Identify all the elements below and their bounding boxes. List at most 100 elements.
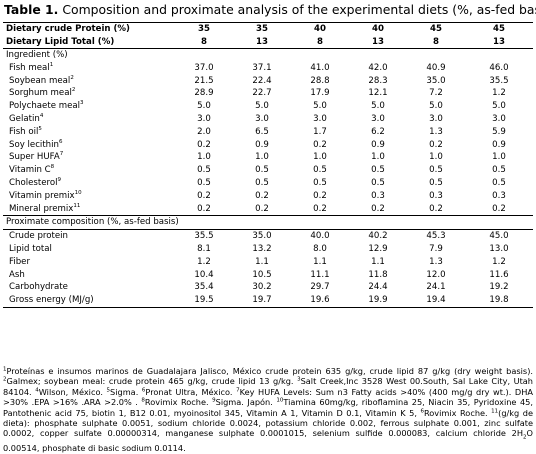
- table-row: Carbohydrate 35.4 30.2 29.7 24.4 24.1 19.2: [3, 281, 533, 294]
- table-cell: 45.3: [426, 231, 446, 242]
- table-cell: 28.9: [194, 88, 214, 99]
- footnote-marker: 2: [3, 376, 7, 383]
- table-cell: 1.0: [371, 152, 385, 163]
- table-row: Soybean meal2 21.5 22.4 28.8 28.3 35.0 35.5: [3, 75, 533, 88]
- table-cell: 5.9: [492, 126, 506, 137]
- footnote-item: Key HUFA Levels: Sum n3 Fatty acids >40%…: [3, 386, 533, 408]
- row-name: Mineral premix: [9, 203, 74, 214]
- table-cell: 0.5: [371, 177, 385, 188]
- table-cell: 0.2: [255, 203, 269, 214]
- header-cell: 13: [465, 35, 533, 49]
- table-row: Polychaete meal3 5.0 5.0 5.0 5.0 5.0 5.0: [3, 100, 533, 113]
- table-cell: 3.0: [197, 113, 211, 124]
- header-cell: 13: [233, 35, 291, 49]
- footnote-marker: 2: [71, 87, 76, 94]
- table-cell: 22.7: [252, 88, 272, 99]
- table-cell: 0.2: [313, 203, 327, 214]
- table-cell: 1.2: [492, 88, 506, 99]
- row-label: Ash: [3, 269, 175, 282]
- table-cell: 10.4: [194, 269, 214, 280]
- table-cell: 0.2: [197, 139, 211, 150]
- table-row: Gelatin4 3.0 3.0 3.0 3.0 3.0 3.0: [3, 113, 533, 126]
- table-footnotes: 1Proteínas e insumos marinos de Guadalaj…: [3, 366, 533, 454]
- header-cell: 35: [233, 22, 291, 36]
- table-cell: 19.2: [489, 282, 509, 293]
- row-label: Lipid total: [3, 243, 175, 256]
- table-title: Composition and proximate analysis of th…: [62, 2, 536, 17]
- table-cell: 0.5: [255, 165, 269, 176]
- table-cell: 0.2: [197, 190, 211, 201]
- row-label: Vitamin premix10: [3, 190, 175, 203]
- header-cell: 40: [349, 22, 407, 36]
- table-cell: 5.0: [492, 101, 506, 112]
- table-cell: 40.9: [426, 62, 446, 73]
- table-cell: 19.8: [465, 294, 533, 308]
- table-cell: 35.0: [252, 231, 272, 242]
- table-cell: 3.0: [371, 113, 385, 124]
- table-row: Fish oil5 2.0 6.5 1.7 6.2 1.3 5.9: [3, 126, 533, 139]
- table-cell: 35.5: [489, 75, 509, 86]
- table-cell: 6.5: [255, 126, 269, 137]
- table-cell: 0.2: [429, 139, 443, 150]
- table-cell: 7.9: [429, 243, 443, 254]
- table-row: Lipid total 8.1 13.2 8.0 12.9 7.9 13.0: [3, 243, 533, 256]
- subscript: 2: [523, 435, 527, 442]
- footnote-marker: 3: [80, 100, 84, 107]
- footnote-marker: 1: [49, 61, 54, 68]
- header-row-lipid: Dietary Lipid Total (%) 8 13 8 13 8 13: [3, 35, 533, 49]
- table-cell: 1.1: [313, 256, 327, 267]
- header-cell: 13: [349, 35, 407, 49]
- footnote-item: Proteínas e insumos marinos de Guadalaja…: [6, 366, 534, 376]
- footnote-item: Sigma. Japón.: [215, 397, 277, 408]
- table-cell: 0.2: [429, 203, 443, 214]
- table-cell: 0.5: [371, 165, 385, 176]
- table-cell: 1.0: [197, 152, 211, 163]
- row-label: Carbohydrate: [3, 281, 175, 294]
- row-label: Sorghum meal2: [3, 87, 175, 100]
- table-cell: 0.5: [492, 165, 506, 176]
- table-cell: 0.5: [313, 177, 327, 188]
- footnote-item: Salt Creek,Inc 3528 West 00.South, Sal L…: [3, 376, 533, 397]
- row-name: Gelatin: [9, 113, 40, 124]
- table-cell: 37.1: [252, 62, 272, 73]
- footnote-marker: 2: [70, 74, 74, 81]
- table-cell: 0.5: [492, 177, 506, 188]
- row-name: Crude protein: [9, 231, 69, 242]
- table-row: Soy lecithin6 0.2 0.9 0.2 0.9 0.2 0.9: [3, 139, 533, 152]
- table-cell: 12.1: [368, 88, 388, 99]
- table-cell: 3.0: [313, 113, 327, 124]
- footnote-item: Galmex; soybean meal: crude protein 465 …: [6, 376, 298, 387]
- table-cell: 0.2: [197, 203, 211, 214]
- table-cell: 1.0: [255, 152, 269, 163]
- table-cell: 2.0: [197, 126, 211, 137]
- footnote-item: Sigma.: [110, 386, 142, 397]
- footnote-marker: 4: [35, 387, 39, 394]
- table-cell: 1.1: [255, 256, 269, 267]
- row-label: Fish meal1: [3, 62, 175, 75]
- table-cell: 3.0: [429, 113, 443, 124]
- row-name: Soybean meal: [9, 75, 71, 86]
- table-row: Sorghum meal2 28.9 22.7 17.9 12.1 7.2 1.2: [3, 87, 533, 100]
- footnote-item: Rovimix Roche.: [423, 407, 492, 418]
- table-cell: 1.2: [492, 256, 506, 267]
- row-label: Mineral premix11: [3, 203, 175, 216]
- table-row: Fish meal1 37.0 37.1 41.0 42.0 40.9 46.0: [3, 62, 533, 75]
- table-cell: 5.0: [313, 101, 327, 112]
- table-cell: 19.5: [175, 294, 233, 308]
- table-cell: 0.9: [492, 139, 506, 150]
- footnote-marker: 3: [297, 376, 301, 383]
- row-label: Soybean meal2: [3, 75, 175, 88]
- table-caption: Table 1. Composition and proximate analy…: [0, 0, 536, 20]
- table-cell: 11.8: [368, 269, 388, 280]
- table-cell: 0.2: [371, 203, 385, 214]
- table-cell: 19.6: [291, 294, 349, 308]
- footnote-marker: 4: [39, 113, 44, 120]
- footnote-marker: 8: [50, 164, 55, 171]
- footnote-marker: 6: [58, 138, 63, 145]
- table-cell: 5.0: [371, 101, 385, 112]
- footnote-marker: 11: [73, 202, 81, 209]
- footnote-marker: 9: [212, 397, 216, 404]
- table-cell: 17.9: [310, 88, 330, 99]
- table-cell: 46.0: [489, 62, 509, 73]
